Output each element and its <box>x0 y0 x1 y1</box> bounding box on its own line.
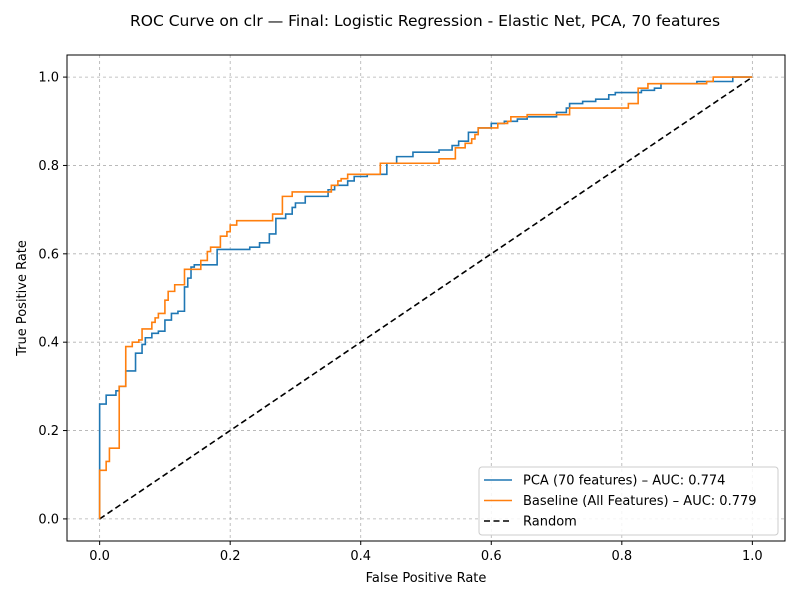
x-axis-label: False Positive Rate <box>366 571 487 586</box>
x-tick-label: 0.8 <box>611 549 632 564</box>
y-axis-label: True Positive Rate <box>15 240 30 357</box>
series-group <box>98 76 753 520</box>
legend-label-0: PCA (70 features) – AUC: 0.774 <box>523 474 725 489</box>
axis-ticks: 0.0 0.2 0.4 0.6 0.8 1.0 0.0 0.2 0.4 0.6 0.8 1.0 <box>38 71 762 564</box>
x-tick-label: 0.6 <box>481 549 502 564</box>
x-tick-label: 0.4 <box>350 549 371 564</box>
y-tick-label: 0.2 <box>38 424 59 439</box>
plot-frame <box>66 54 786 542</box>
series-line-1 <box>98 76 753 519</box>
x-tick-label: 1.0 <box>742 549 763 564</box>
legend-box <box>478 466 779 536</box>
legend-label-2: Random <box>523 515 577 530</box>
x-tick-label: 0.0 <box>89 549 110 564</box>
y-tick-label: 0.4 <box>38 336 59 351</box>
legend-label-1: Baseline (All Features) – AUC: 0.779 <box>523 494 757 509</box>
series-line-2 <box>99 76 753 520</box>
grid <box>67 55 785 541</box>
y-tick-label: 0.0 <box>38 512 59 527</box>
legend: PCA (70 features) – AUC: 0.774 Baseline (… <box>478 466 779 536</box>
x-tick-label: 0.2 <box>220 549 241 564</box>
chart-title: ROC Curve on clr — Final: Logistic Regre… <box>130 12 720 30</box>
y-tick-label: 0.6 <box>38 247 59 262</box>
y-tick-label: 1.0 <box>38 71 59 86</box>
y-tick-label: 0.8 <box>38 159 59 174</box>
